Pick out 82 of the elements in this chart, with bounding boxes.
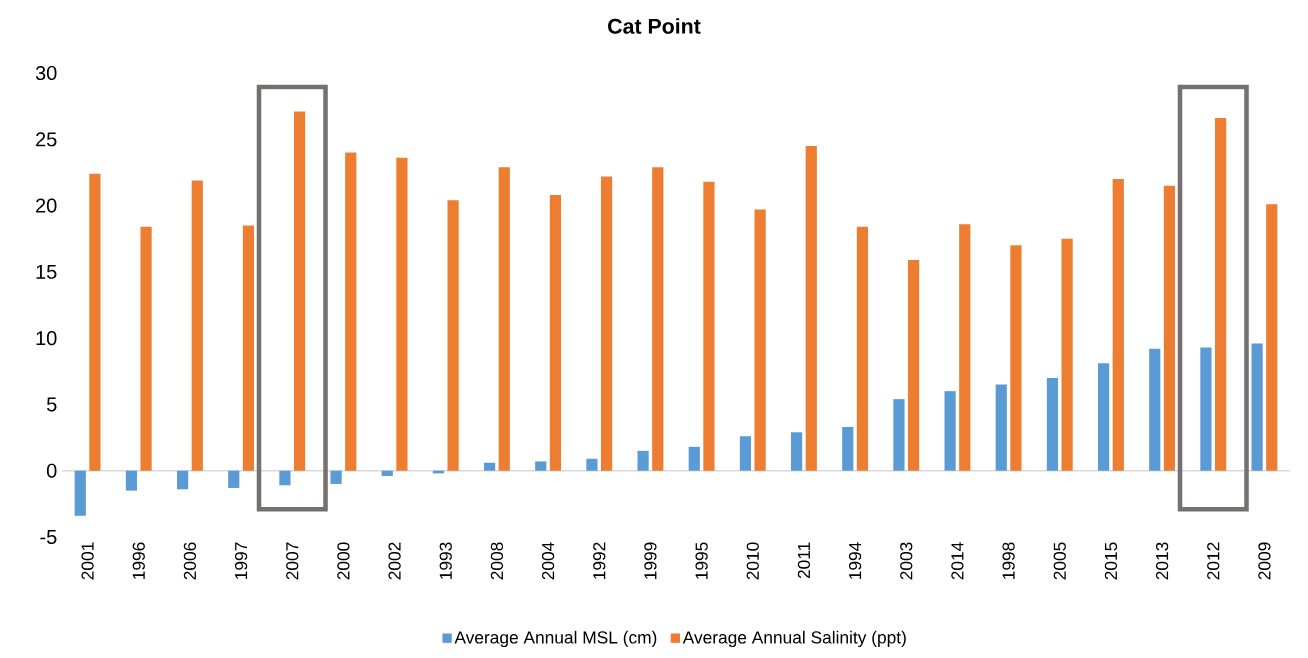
- bar: [447, 200, 459, 471]
- bar: [1010, 245, 1022, 471]
- bar: [908, 259, 920, 471]
- bar: [1266, 204, 1278, 471]
- legend-label: Average Annual Salinity (ppt): [682, 630, 906, 648]
- bar: [1251, 343, 1263, 471]
- x-tick-label: 2000: [337, 542, 350, 580]
- x-tick-label: 2004: [541, 542, 555, 580]
- x-tick-label: 1992: [593, 542, 606, 579]
- bar: [176, 470, 189, 490]
- bar: [856, 226, 869, 471]
- bar: [242, 225, 255, 471]
- bar: [330, 470, 342, 484]
- bar: [396, 157, 408, 471]
- legend-label: Average Annual MSL (cm): [454, 630, 657, 648]
- x-tick-label: 1999: [644, 542, 657, 579]
- y-tick-label: 15: [36, 264, 57, 279]
- bar: [688, 446, 700, 471]
- bar: [1112, 179, 1124, 471]
- bar: [739, 436, 752, 471]
- x-tick-label: 1997: [234, 542, 248, 579]
- bar: [549, 194, 562, 471]
- bar: [89, 173, 101, 471]
- bar: [484, 462, 496, 471]
- bar: [125, 470, 138, 491]
- bar: [1163, 185, 1176, 471]
- x-tick-label: 2001: [81, 542, 94, 580]
- bar: [1061, 238, 1073, 471]
- bar: [842, 426, 854, 471]
- bar: [944, 391, 956, 471]
- x-tick-label: 2009: [1258, 542, 1271, 580]
- x-tick-label: 2008: [490, 542, 504, 580]
- bar: [1200, 347, 1212, 471]
- bar: [74, 470, 86, 516]
- x-tick-label: 2006: [183, 542, 197, 580]
- bar: [228, 470, 240, 488]
- x-tick-label: 1998: [1002, 542, 1015, 579]
- bar: [279, 470, 291, 486]
- x-tick-label: 1994: [848, 542, 862, 579]
- x-tick-label: 1996: [132, 542, 145, 579]
- bar: [191, 180, 203, 471]
- bar: [1149, 348, 1161, 471]
- x-tick-label: 2005: [1053, 542, 1066, 580]
- bar: [637, 450, 649, 471]
- bar: [703, 181, 715, 471]
- bar: [381, 470, 393, 477]
- x-tick-label: 2013: [1155, 542, 1169, 580]
- y-tick-label: 25: [36, 132, 57, 147]
- x-tick-label: 2011: [797, 542, 811, 579]
- bar: [959, 224, 971, 471]
- y-tick-label: 0: [46, 463, 57, 478]
- y-tick-label: -5: [40, 530, 57, 544]
- chart-title: Cat Point: [608, 18, 701, 34]
- bar: [294, 111, 306, 471]
- y-tick-label: 20: [36, 198, 57, 213]
- x-tick-label: 1993: [439, 542, 452, 579]
- y-tick-label: 5: [46, 397, 57, 412]
- x-tick-label: 2007: [286, 542, 299, 580]
- bar: [995, 384, 1007, 471]
- bar: [600, 176, 613, 471]
- bar: [754, 209, 766, 471]
- bar: [586, 458, 598, 471]
- bar: [1098, 363, 1110, 471]
- bar: [535, 461, 547, 471]
- bar: [805, 145, 817, 471]
- bar: [652, 167, 664, 471]
- bar: [1215, 118, 1227, 471]
- y-tick-label: 30: [35, 65, 57, 81]
- x-tick-label: 2010: [746, 542, 759, 580]
- bar: [790, 432, 803, 471]
- x-tick-label: 2002: [388, 542, 401, 580]
- x-tick-label: 2014: [951, 542, 964, 580]
- y-tick-label: 10: [36, 331, 57, 346]
- bar: [345, 152, 357, 471]
- bar: [1046, 377, 1059, 471]
- x-tick-label: 1995: [695, 542, 708, 579]
- x-tick-label: 2012: [1207, 542, 1220, 580]
- bar: [893, 399, 905, 471]
- x-tick-label: 2015: [1104, 542, 1118, 580]
- x-tick-label: 2003: [900, 542, 913, 580]
- bar: [498, 167, 510, 471]
- bar: [140, 226, 152, 471]
